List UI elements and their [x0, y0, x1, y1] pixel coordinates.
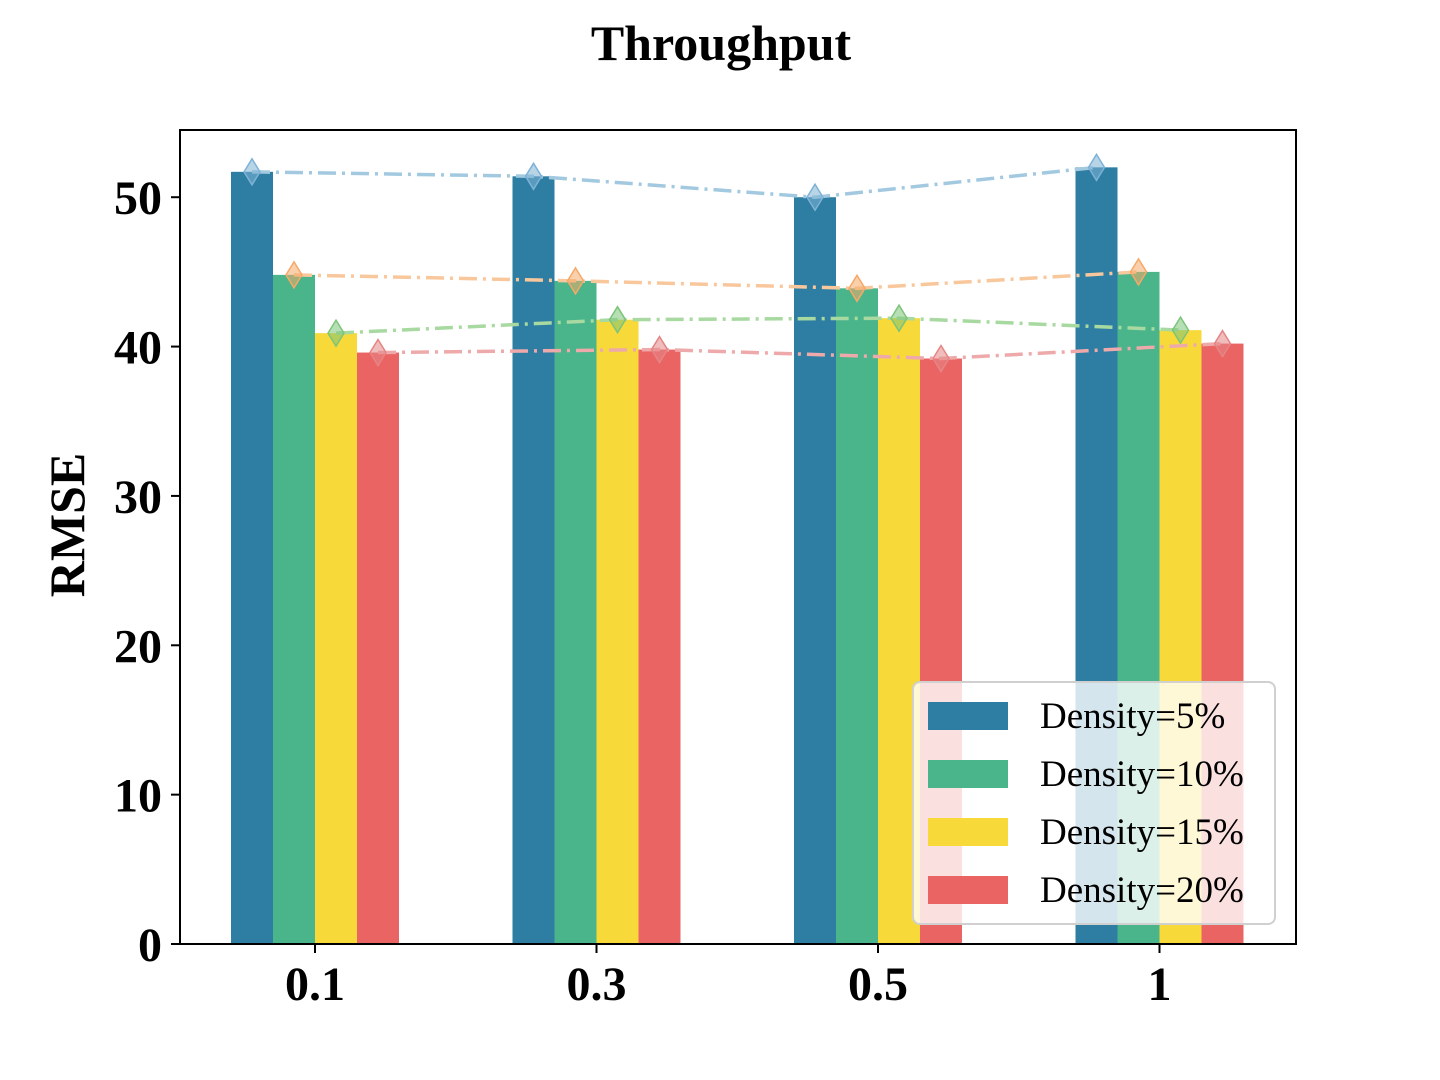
legend-box [912, 681, 1276, 925]
x-tick-label: 1 [1148, 958, 1172, 1011]
marker-1-series-3 [1171, 315, 1190, 345]
x-tick-label: 0.1 [285, 958, 345, 1011]
trend-line-series-4 [377, 341, 1223, 361]
bar-0.1-series-1 [231, 171, 273, 944]
marker-1-series-2 [1129, 257, 1148, 287]
y-tick-label: 0 [138, 919, 162, 972]
legend-label-series-1: Density=5% [1040, 696, 1225, 737]
trend-lines-layer [243, 152, 1232, 373]
bar-0.5-series-1 [794, 197, 836, 945]
bar-0.3-series-4 [638, 349, 681, 944]
y-tick-label: 30 [114, 471, 162, 524]
marker-1-series-1 [1087, 152, 1106, 182]
marker-0.5-series-4 [932, 344, 950, 373]
legend: Density=5% Density=10% Density=15% Density=… [912, 681, 1276, 925]
marker-1-series-4 [1213, 329, 1232, 359]
marker-0.1-series-4 [369, 338, 387, 367]
chart-title: Throughput [591, 15, 852, 71]
plot-frame [179, 129, 1297, 945]
trend-line-series-2 [293, 270, 1139, 291]
bar-0.3-series-2 [554, 280, 597, 944]
bar-0.3-series-1 [512, 176, 555, 945]
marker-0.3-series-2 [566, 266, 585, 296]
bar-0.1-series-3 [315, 333, 357, 945]
trend-line-series-1 [251, 165, 1097, 199]
y-tick-label: 40 [114, 322, 162, 375]
legend-swatch-series-1 [928, 702, 1008, 730]
legend-label-series-3: Density=15% [1040, 812, 1244, 853]
legend-swatch-series-2 [928, 760, 1008, 788]
y-tick-label: 50 [114, 172, 162, 225]
y-tick-label: 10 [114, 770, 162, 823]
marker-0.3-series-1 [524, 161, 543, 191]
marker-0.1-series-2 [285, 260, 303, 290]
x-tick-label: 0.5 [848, 958, 908, 1011]
legend-label-series-4: Density=20% [1040, 870, 1244, 911]
marker-0.5-series-3 [890, 303, 908, 333]
bar-0.1-series-2 [273, 274, 315, 944]
legend-swatch-series-3 [928, 818, 1008, 846]
marker-0.3-series-4 [650, 335, 669, 364]
marker-0.5-series-2 [848, 273, 866, 303]
trend-line-series-3 [335, 316, 1181, 335]
marker-0.1-series-3 [327, 318, 345, 348]
axes-layer: 0 10 20 30 40 50 0.1 0.3 0.5 1 [114, 129, 1297, 1011]
legend-label-series-2: Density=10% [1040, 754, 1244, 795]
marker-0.5-series-1 [806, 182, 824, 212]
x-tick-label: 0.3 [567, 958, 627, 1011]
legend-swatch-series-4 [928, 876, 1008, 904]
y-axis-label: RMSE [39, 453, 95, 597]
bar-0.1-series-4 [357, 352, 399, 945]
y-tick-label: 20 [114, 620, 162, 673]
marker-0.3-series-3 [608, 305, 627, 335]
marker-0.1-series-1 [243, 157, 261, 187]
bar-0.5-series-2 [836, 288, 878, 944]
bar-0.3-series-3 [596, 319, 639, 944]
